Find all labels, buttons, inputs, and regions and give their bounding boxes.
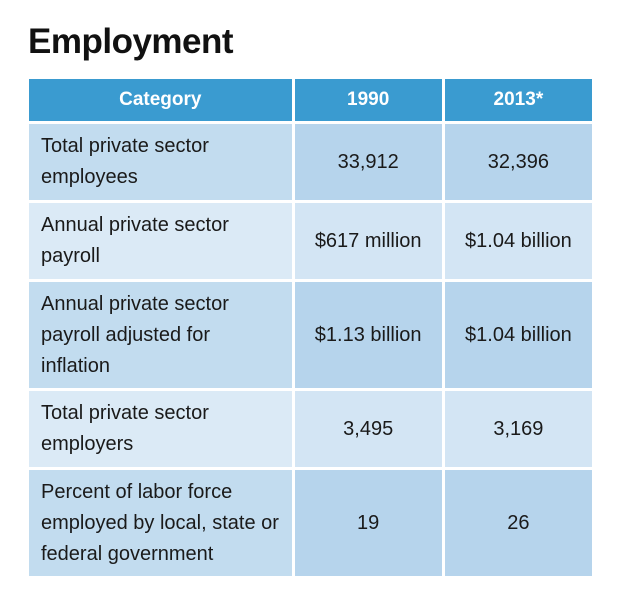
table-row: Total private sector employees 33,912 32… bbox=[29, 124, 592, 200]
row-category: Total private sector employers bbox=[29, 391, 292, 467]
row-value-1990: $1.13 billion bbox=[294, 282, 442, 388]
row-category: Total private sector employees bbox=[29, 124, 292, 200]
row-category: Annual private sector payroll adjusted f… bbox=[29, 282, 292, 388]
header-2013: 2013* bbox=[444, 79, 592, 121]
table-header-row: Category 1990 2013* bbox=[29, 79, 592, 121]
table-row: Annual private sector payroll adjusted f… bbox=[29, 282, 592, 388]
header-category: Category bbox=[29, 79, 292, 121]
row-category: Percent of labor force employed by local… bbox=[29, 470, 292, 576]
page-title: Employment bbox=[28, 22, 234, 61]
row-category: Annual private sector payroll bbox=[29, 203, 292, 279]
row-value-2013: $1.04 billion bbox=[444, 282, 592, 388]
employment-table: Category 1990 2013* Total private sector… bbox=[26, 76, 595, 579]
row-value-2013: 3,169 bbox=[444, 391, 592, 467]
table-row: Percent of labor force employed by local… bbox=[29, 470, 592, 576]
row-value-1990: 19 bbox=[294, 470, 442, 576]
header-1990: 1990 bbox=[294, 79, 442, 121]
table-row: Total private sector employers 3,495 3,1… bbox=[29, 391, 592, 467]
row-value-2013: 32,396 bbox=[444, 124, 592, 200]
table-row: Annual private sector payroll $617 milli… bbox=[29, 203, 592, 279]
row-value-1990: 33,912 bbox=[294, 124, 442, 200]
row-value-2013: $1.04 billion bbox=[444, 203, 592, 279]
row-value-1990: 3,495 bbox=[294, 391, 442, 467]
row-value-1990: $617 million bbox=[294, 203, 442, 279]
row-value-2013: 26 bbox=[444, 470, 592, 576]
